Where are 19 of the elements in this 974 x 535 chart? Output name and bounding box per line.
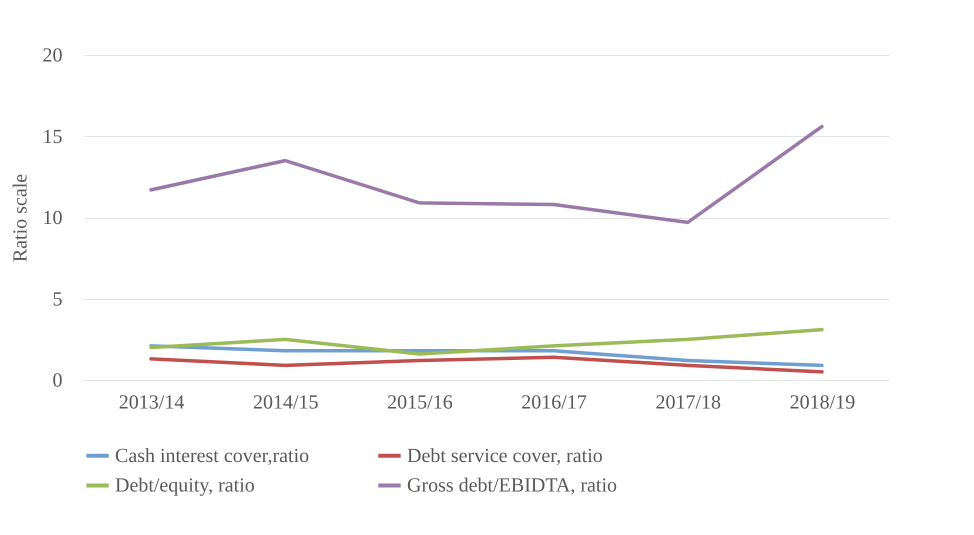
x-tick-label: 2018/19 — [790, 392, 856, 414]
line-series — [149, 356, 824, 374]
x-tick-label: 2015/16 — [387, 392, 453, 414]
y-tick-label: 20 — [42, 44, 62, 66]
x-tick-label: 2013/14 — [118, 392, 184, 414]
line-series — [149, 124, 824, 224]
y-tick-label: 0 — [52, 370, 62, 392]
legend-label: Debt/equity, ratio — [115, 474, 255, 496]
legend-label: Debt service cover, ratio — [407, 444, 603, 467]
x-tick-label: 2017/18 — [655, 392, 722, 414]
legend-label: Cash interest cover,ratio — [115, 444, 310, 467]
x-tick-label: 2014/15 — [252, 392, 319, 414]
x-tick-label: 2016/17 — [521, 392, 587, 414]
line-series — [149, 328, 824, 356]
y-tick-label: 15 — [42, 126, 62, 148]
y-axis-title: Ratio scale — [10, 174, 32, 262]
y-tick-label: 5 — [52, 288, 62, 310]
y-tick-label: 10 — [42, 207, 62, 229]
legend-label: Gross debt/EBIDTA, ratio — [407, 474, 618, 496]
